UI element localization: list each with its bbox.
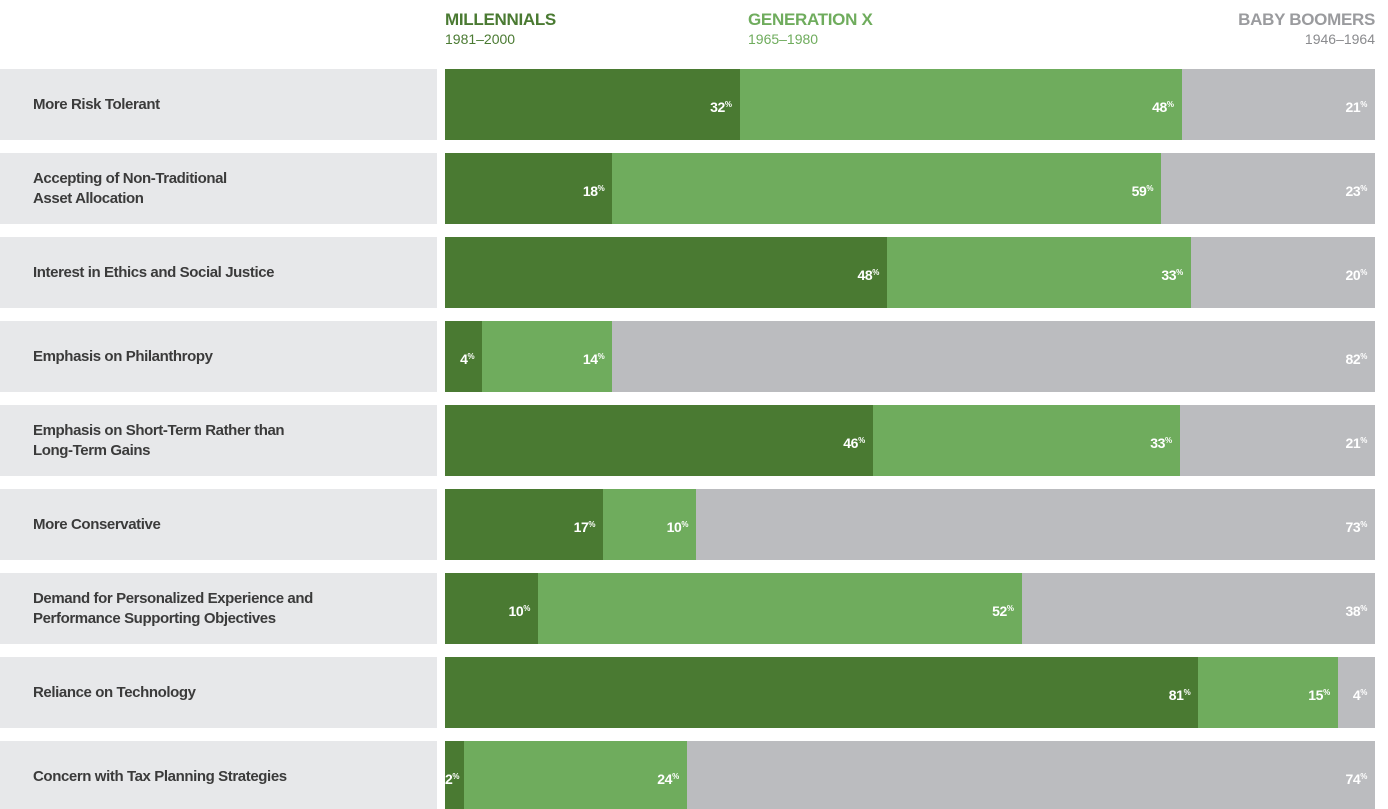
category-box: Emphasis on Short-Term Rather than Long-… <box>0 405 437 476</box>
value-label: 33% <box>1161 267 1183 283</box>
value-label: 38% <box>1345 603 1367 619</box>
bar-segment <box>1161 153 1375 224</box>
category-label: Emphasis on Short-Term Rather than Long-… <box>33 421 285 459</box>
bar-segment <box>538 573 1022 644</box>
bar-segment <box>612 153 1162 224</box>
bar-segment <box>1190 237 1375 308</box>
bar-segment <box>445 489 604 560</box>
legend-period: 1946–1964 <box>1304 31 1375 47</box>
category-label: More Risk Tolerant <box>33 95 160 113</box>
value-label: 46% <box>843 435 865 451</box>
value-label: 10% <box>666 519 689 535</box>
value-label: 20% <box>1345 267 1367 283</box>
value-label: 52% <box>992 603 1014 619</box>
value-label: 81% <box>1168 687 1191 703</box>
category-box: Accepting of Non-Traditional Asset Alloc… <box>0 153 437 224</box>
category-box: Interest in Ethics and Social Justice <box>0 237 437 308</box>
legend-name: GENERATION X <box>748 10 873 29</box>
category-label: Accepting of Non-Traditional Asset Alloc… <box>33 169 227 207</box>
value-label: 4% <box>1352 687 1367 703</box>
bar-segment <box>1198 657 1338 728</box>
legend-period: 1965–1980 <box>748 31 819 47</box>
bar-segment <box>1337 657 1375 728</box>
legend-name: BABY BOOMERS <box>1238 10 1375 29</box>
legend-name: MILLENNIALS <box>445 10 556 29</box>
value-label: 32% <box>710 99 732 115</box>
bar-segment <box>1021 573 1375 644</box>
bar-segment <box>445 657 1199 728</box>
bar-segment <box>445 237 887 308</box>
value-label: 24% <box>657 771 679 787</box>
bar-segment <box>1181 69 1375 140</box>
bar-segment <box>445 573 538 644</box>
bar-segment <box>463 741 687 809</box>
value-label: 10% <box>508 603 531 619</box>
bar-segment <box>886 237 1191 308</box>
value-label: 33% <box>1150 435 1172 451</box>
bar-segment <box>445 405 873 476</box>
value-label: 14% <box>582 351 605 367</box>
bar-segment <box>739 69 1182 140</box>
bar-segment <box>686 741 1375 809</box>
category-label: Interest in Ethics and Social Justice <box>33 263 275 281</box>
category-box: Demand for Personalized Experience and P… <box>0 573 437 644</box>
value-label: 73% <box>1345 519 1367 535</box>
category-box: Reliance on Technology <box>0 657 437 728</box>
value-label: 18% <box>582 183 605 199</box>
value-label: 74% <box>1345 771 1367 787</box>
bar-segment <box>612 321 1375 392</box>
bar-segment <box>696 489 1375 560</box>
category-label: Reliance on Technology <box>33 683 196 701</box>
category-label: More Conservative <box>33 515 161 533</box>
value-label: 48% <box>857 267 879 283</box>
bar-segment <box>872 405 1180 476</box>
bar-segment <box>445 153 613 224</box>
category-label: Concern with Tax Planning Strategies <box>33 767 287 785</box>
category-box: Emphasis on Philanthropy <box>0 321 437 392</box>
bar-segment <box>445 741 464 809</box>
value-label: 21% <box>1345 435 1367 451</box>
value-label: 15% <box>1308 687 1330 703</box>
value-label: 48% <box>1152 99 1174 115</box>
bar-segment <box>603 489 697 560</box>
value-label: 17% <box>573 519 596 535</box>
value-label: 82% <box>1345 351 1367 367</box>
category-box: More Conservative <box>0 489 437 560</box>
category-box: More Risk Tolerant <box>0 69 437 140</box>
bar-segment <box>445 321 483 392</box>
value-label: 59% <box>1131 183 1154 199</box>
value-label: 21% <box>1345 99 1367 115</box>
category-box: Concern with Tax Planning Strategies <box>0 741 437 809</box>
legend-period: 1981–2000 <box>445 31 516 47</box>
value-label: 23% <box>1345 183 1367 199</box>
value-label: 4% <box>460 351 475 367</box>
bar-segment <box>445 69 740 140</box>
bar-segment <box>482 321 613 392</box>
category-label: Emphasis on Philanthropy <box>33 347 213 365</box>
value-label: 2% <box>445 771 460 787</box>
bar-segment <box>1179 405 1375 476</box>
category-label: Demand for Personalized Experience and P… <box>33 589 313 627</box>
